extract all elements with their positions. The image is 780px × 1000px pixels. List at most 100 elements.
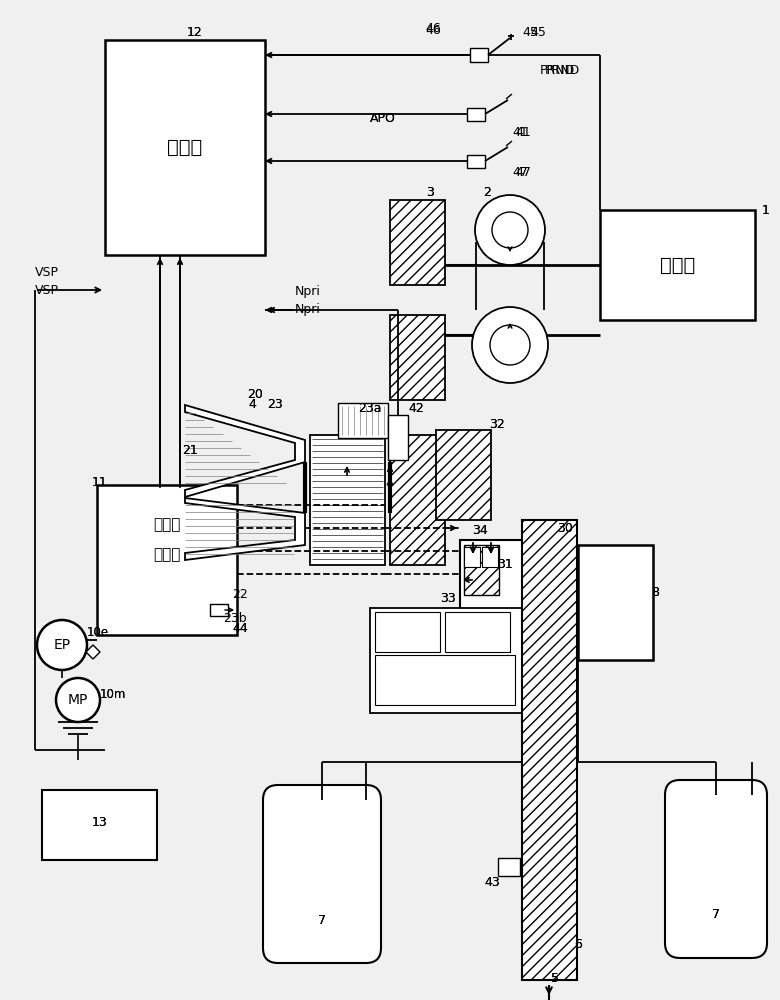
Bar xyxy=(464,545,499,595)
Text: 20: 20 xyxy=(247,388,263,401)
Text: 22: 22 xyxy=(232,588,248,601)
Text: 42: 42 xyxy=(408,401,424,414)
Text: 11: 11 xyxy=(92,476,108,488)
Text: 7: 7 xyxy=(318,914,326,926)
Text: 12: 12 xyxy=(187,25,203,38)
Bar xyxy=(470,48,488,62)
Text: 10e: 10e xyxy=(87,626,109,639)
Text: 31: 31 xyxy=(497,558,513,572)
Polygon shape xyxy=(185,405,305,497)
Text: 10m: 10m xyxy=(100,688,126,700)
Text: 43: 43 xyxy=(484,876,500,888)
Bar xyxy=(370,608,525,713)
Circle shape xyxy=(490,325,530,365)
Text: 制回路: 制回路 xyxy=(154,548,181,562)
Circle shape xyxy=(37,620,87,670)
Text: 45: 45 xyxy=(522,25,538,38)
Text: 5: 5 xyxy=(551,972,559,984)
Bar xyxy=(338,403,388,438)
Bar xyxy=(467,108,485,121)
Circle shape xyxy=(472,307,548,383)
Bar xyxy=(105,40,265,255)
Text: 2: 2 xyxy=(483,186,491,198)
Text: 23a: 23a xyxy=(358,401,381,414)
Bar xyxy=(97,485,237,635)
Bar xyxy=(522,520,577,980)
Text: 6: 6 xyxy=(574,938,582,952)
Text: 7: 7 xyxy=(712,908,720,922)
FancyBboxPatch shape xyxy=(665,780,767,958)
Bar xyxy=(388,415,408,460)
Text: 45: 45 xyxy=(530,25,546,38)
Text: Npri: Npri xyxy=(295,304,321,316)
Bar xyxy=(467,155,485,168)
Bar xyxy=(498,858,520,876)
Bar xyxy=(600,210,755,320)
Text: 44: 44 xyxy=(232,621,248,635)
Text: 23b: 23b xyxy=(223,611,246,624)
Bar xyxy=(390,315,445,400)
Bar xyxy=(578,545,653,660)
Circle shape xyxy=(56,678,100,722)
Text: 7: 7 xyxy=(318,914,326,926)
FancyBboxPatch shape xyxy=(263,785,381,963)
Text: PRND: PRND xyxy=(540,64,576,77)
Text: PRND: PRND xyxy=(545,64,580,77)
Text: 11: 11 xyxy=(92,476,108,488)
Text: 31: 31 xyxy=(497,558,513,572)
Text: 47: 47 xyxy=(515,165,531,178)
Text: 20: 20 xyxy=(247,388,263,401)
Polygon shape xyxy=(86,645,100,659)
Bar xyxy=(42,790,157,860)
Text: 30: 30 xyxy=(557,522,573,534)
Text: 30: 30 xyxy=(557,522,573,534)
Text: 32: 32 xyxy=(489,418,505,432)
Text: 4: 4 xyxy=(248,398,256,412)
Text: 5: 5 xyxy=(551,972,559,984)
Bar xyxy=(445,612,510,652)
Text: VSP: VSP xyxy=(35,284,59,296)
Bar xyxy=(390,200,445,285)
Bar xyxy=(390,435,445,565)
Text: 44: 44 xyxy=(232,621,248,635)
Text: 46: 46 xyxy=(425,21,441,34)
Text: 控制器: 控制器 xyxy=(168,138,203,157)
Text: 2: 2 xyxy=(483,186,491,198)
Text: 34: 34 xyxy=(472,524,488,536)
Text: 41: 41 xyxy=(515,125,530,138)
Text: 47: 47 xyxy=(512,165,528,178)
Text: APO: APO xyxy=(370,111,396,124)
Text: 发动机: 发动机 xyxy=(660,255,695,274)
Text: 33: 33 xyxy=(440,591,456,604)
Circle shape xyxy=(475,195,545,265)
Text: MP: MP xyxy=(68,693,88,707)
Text: 油压控: 油压控 xyxy=(154,518,181,532)
Text: 21: 21 xyxy=(182,444,198,456)
Text: 23: 23 xyxy=(267,398,283,412)
Text: 13: 13 xyxy=(92,816,108,828)
Text: 32: 32 xyxy=(489,418,505,432)
Text: 4: 4 xyxy=(248,398,256,412)
Text: 41: 41 xyxy=(512,125,528,138)
Bar xyxy=(464,547,480,567)
Text: 42: 42 xyxy=(408,401,424,414)
Text: 21: 21 xyxy=(182,444,198,456)
Text: 3: 3 xyxy=(426,186,434,198)
Text: 12: 12 xyxy=(187,25,203,38)
Text: 23a: 23a xyxy=(358,401,381,414)
Bar xyxy=(310,435,385,565)
Bar xyxy=(436,430,491,520)
Text: 23: 23 xyxy=(267,398,283,412)
Bar xyxy=(482,547,498,567)
Text: 3: 3 xyxy=(426,186,434,198)
Text: 10m: 10m xyxy=(100,688,126,700)
Text: 10e: 10e xyxy=(87,626,109,639)
Text: 33: 33 xyxy=(440,591,456,604)
Text: 7: 7 xyxy=(712,908,720,922)
Text: 43: 43 xyxy=(484,876,500,888)
Text: 1: 1 xyxy=(762,204,770,217)
Text: 8: 8 xyxy=(651,586,659,599)
Text: Npri: Npri xyxy=(295,286,321,298)
Text: 8: 8 xyxy=(651,586,659,599)
Polygon shape xyxy=(185,498,305,560)
